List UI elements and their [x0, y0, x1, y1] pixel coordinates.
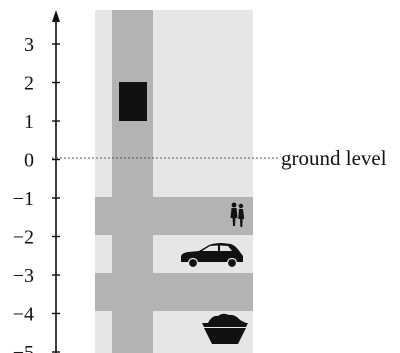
- y-axis-tick-label: 0: [24, 150, 34, 172]
- y-axis-tick-label: −1: [13, 188, 34, 210]
- y-axis-tick-label: 1: [24, 111, 34, 133]
- y-axis-tick-label: −4: [13, 304, 34, 326]
- pedestrians-icon: [230, 202, 245, 227]
- elevator-shaft: [112, 10, 153, 353]
- car-icon: [181, 243, 243, 269]
- mine-cart-icon: [202, 313, 248, 344]
- elevator-car: [119, 82, 147, 121]
- y-axis-tick-label: −2: [13, 227, 34, 249]
- y-axis-tick-label: 3: [24, 34, 34, 56]
- y-axis-tick-label: 2: [24, 73, 34, 95]
- y-axis-tick-label: −3: [13, 265, 34, 287]
- ground-level-label: ground level: [281, 146, 387, 170]
- y-axis-arrow: [52, 10, 60, 22]
- y-axis-tick-labels: 3 2 1 0 −1 −2 −3 −4 −5: [13, 34, 34, 353]
- y-axis-tick-label: −5: [13, 342, 34, 353]
- y-axis-ticks: [52, 43, 60, 353]
